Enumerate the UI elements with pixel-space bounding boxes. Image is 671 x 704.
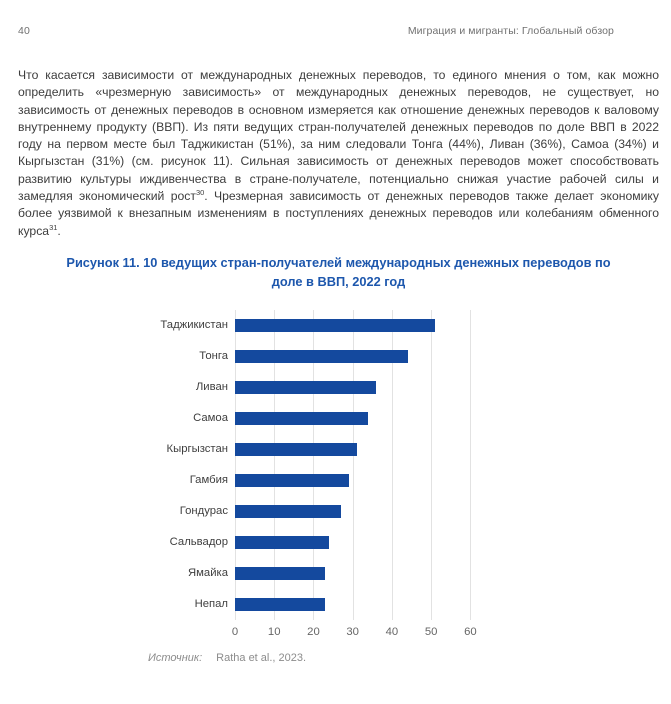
plot-area <box>235 310 490 620</box>
x-tick-label: 50 <box>424 626 438 638</box>
footnote-reference: 31 <box>49 222 58 232</box>
gridline <box>313 310 315 620</box>
gridline <box>235 310 236 620</box>
bar <box>235 474 349 487</box>
category-label: Сальвадор <box>169 536 228 548</box>
category-label: Ливан <box>195 381 228 393</box>
category-label: Таджикистан <box>160 319 228 331</box>
source-label: Источник: <box>148 652 203 664</box>
bar-chart: Таджикистан Тонга Ливан Самоа Кыргызстан Гамб… <box>0 310 671 650</box>
gridline <box>352 310 354 620</box>
figure-title-line1: Рисунок 11. 10 ведущих стран-получателей… <box>66 255 611 270</box>
category-label: Гондурас <box>179 505 228 517</box>
bar-row <box>235 434 490 465</box>
x-axis: 0 10 20 30 40 50 60 <box>231 626 490 640</box>
category-label: Тонга <box>199 350 228 362</box>
figure-source: Источник: Ratha et al., 2023. <box>148 652 306 664</box>
category-axis: Таджикистан Тонга Ливан Самоа Кыргызстан Гамб… <box>0 310 228 620</box>
gridline <box>274 310 276 620</box>
figure-title: Рисунок 11. 10 ведущих стран-получателей… <box>18 253 659 291</box>
bar <box>235 598 326 611</box>
category-label: Кыргызстан <box>166 443 229 455</box>
gridline <box>470 310 472 620</box>
x-tick-label: 10 <box>267 626 281 638</box>
bar-row <box>235 465 490 496</box>
bar <box>235 536 330 549</box>
bar-row <box>235 310 490 341</box>
bar-row <box>235 403 490 434</box>
x-tick-label: 20 <box>307 626 320 638</box>
bar <box>235 567 326 580</box>
bar-row <box>235 341 490 372</box>
bar-row <box>235 496 490 527</box>
bar <box>235 443 357 456</box>
category-label: Самоа <box>193 412 228 424</box>
page-header: 40 Миграция и мигранты: Глобальный обзор <box>18 25 614 37</box>
x-tick-label: 30 <box>346 626 359 638</box>
category-label: Ямайка <box>188 567 228 579</box>
body-paragraph: Что касается зависимости от международны… <box>18 68 659 238</box>
x-tick-label: 60 <box>464 626 477 638</box>
gridline <box>431 310 433 620</box>
figure-title-line2: доле в ВВП, 2022 год <box>271 274 406 289</box>
x-tick-label: 40 <box>385 626 399 638</box>
category-label: Непал <box>194 598 228 610</box>
bar <box>235 412 369 425</box>
gridline <box>391 310 393 620</box>
footnote-reference: 30 <box>195 188 205 198</box>
running-title: Миграция и мигранты: Глобальный обзор <box>407 25 614 37</box>
bar-row <box>235 372 490 403</box>
x-tick-label: 0 <box>231 626 239 638</box>
page-number: 40 <box>18 25 30 37</box>
bar-row <box>235 527 490 558</box>
source-text: Ratha et al., 2023. <box>216 652 307 664</box>
category-label: Гамбия <box>189 474 228 486</box>
bar-row <box>235 589 490 620</box>
bar <box>235 319 436 332</box>
bar <box>235 381 377 394</box>
bar-row <box>235 558 490 589</box>
bar <box>235 505 341 518</box>
bar <box>235 350 408 363</box>
